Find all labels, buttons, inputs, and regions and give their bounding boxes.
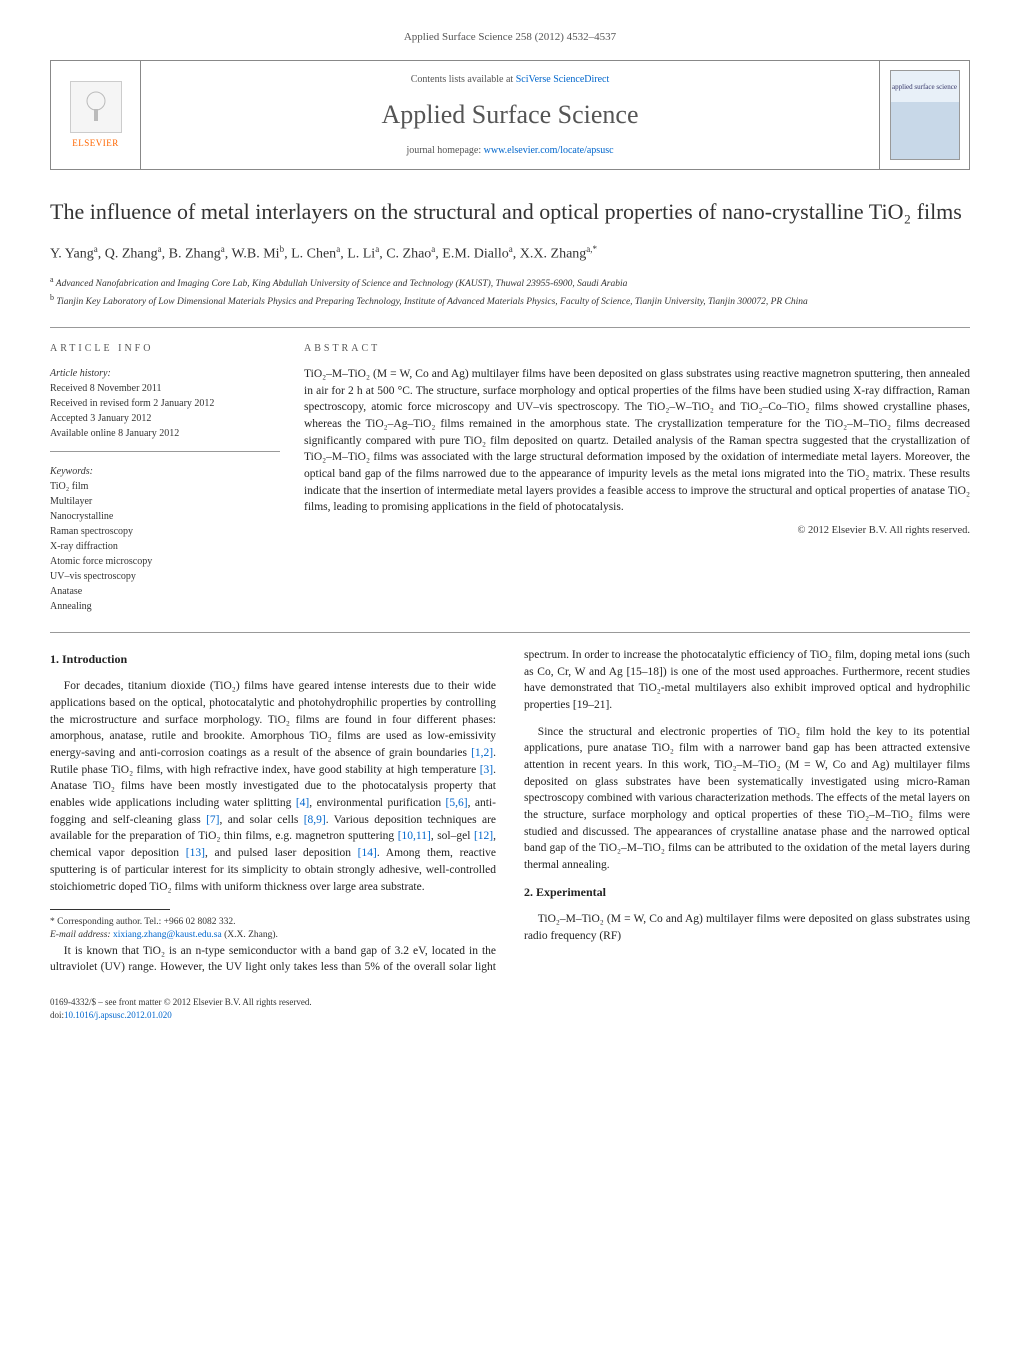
intro-paragraph: Since the structural and electronic prop… [524,724,970,874]
elsevier-tree-icon [70,81,122,133]
email-suffix: (X.X. Zhang). [224,930,278,940]
homepage-prefix: journal homepage: [406,145,483,156]
contents-available: Contents lists available at SciVerse Sci… [411,73,610,87]
history-label: Article history: [50,366,280,381]
keywords-label: Keywords: [50,464,280,479]
elsevier-label: ELSEVIER [72,137,119,150]
doi-link[interactable]: 10.1016/j.apsusc.2012.01.020 [64,1010,172,1020]
corr-author-line: * Corresponding author. Tel.: +966 02 80… [50,916,496,929]
article-info-column: ARTICLE INFO Article history: Received 8… [50,342,280,614]
keywords-block: Keywords: TiO₂ film Multilayer Nanocryst… [50,464,280,614]
info-abstract-row: ARTICLE INFO Article history: Received 8… [50,342,970,614]
contents-prefix: Contents lists available at [411,74,516,85]
affiliation-b: Tianjin Key Laboratory of Low Dimensiona… [56,297,807,307]
journal-name: Applied Surface Science [381,97,638,133]
intro-paragraph: For decades, titanium dioxide (TiO₂) fil… [50,678,496,895]
citation-link[interactable]: [1,2] [471,747,493,759]
author-list: Y. Yanga, Q. Zhanga, B. Zhanga, W.B. Mib… [50,243,970,264]
issn-line: 0169-4332/$ – see front matter © 2012 El… [50,996,970,1009]
affiliation-a: Advanced Nanofabrication and Imaging Cor… [56,279,628,289]
cover-thumbnail: applied surface science [890,70,960,160]
citation-link[interactable]: [13] [186,847,205,859]
history-item: Accepted 3 January 2012 [50,411,280,426]
keyword: UV–vis spectroscopy [50,569,280,584]
citation-link[interactable]: [7] [206,814,219,826]
citation-link[interactable]: [12] [474,830,493,842]
citation-link[interactable]: [5,6] [446,797,468,809]
divider [50,327,970,328]
keyword: Nanocrystalline [50,509,280,524]
footnote-separator [50,909,170,910]
journal-reference: Applied Surface Science 258 (2012) 4532–… [50,30,970,45]
journal-header: ELSEVIER Contents lists available at Sci… [50,60,970,170]
journal-cover: applied surface science [879,61,969,169]
citation-link[interactable]: [3] [480,764,493,776]
abstract-text: TiO₂–M–TiO₂ (M = W, Co and Ag) multilaye… [304,366,970,516]
citation-link[interactable]: [14] [358,847,377,859]
sciencedirect-link[interactable]: SciVerse ScienceDirect [516,74,610,85]
abstract-copyright: © 2012 Elsevier B.V. All rights reserved… [304,524,970,539]
homepage-link[interactable]: www.elsevier.com/locate/apsusc [484,145,614,156]
keyword: Annealing [50,599,280,614]
bottom-meta: 0169-4332/$ – see front matter © 2012 El… [50,996,970,1021]
history-item: Received 8 November 2011 [50,381,280,396]
divider [50,632,970,633]
experimental-paragraph: TiO₂–M–TiO₂ (M = W, Co and Ag) multilaye… [524,911,970,944]
keyword: TiO₂ film [50,479,280,494]
experimental-heading: 2. Experimental [524,884,970,901]
elsevier-logo: ELSEVIER [51,61,141,169]
keyword: Raman spectroscopy [50,524,280,539]
keyword: X-ray diffraction [50,539,280,554]
body-text: 1. Introduction For decades, titanium di… [50,647,970,976]
citation-link[interactable]: [8,9] [304,814,326,826]
keyword: Anatase [50,584,280,599]
abstract-label: ABSTRACT [304,342,970,356]
journal-homepage: journal homepage: www.elsevier.com/locat… [406,144,613,158]
article-info-label: ARTICLE INFO [50,342,280,356]
affiliations: a Advanced Nanofabrication and Imaging C… [50,274,970,309]
article-title: The influence of metal interlayers on th… [50,198,970,227]
email-label: E-mail address: [50,930,111,940]
header-center: Contents lists available at SciVerse Sci… [141,61,879,169]
corresponding-author-footnote: * Corresponding author. Tel.: +966 02 80… [50,916,496,943]
history-item: Available online 8 January 2012 [50,426,280,441]
introduction-heading: 1. Introduction [50,651,496,668]
abstract-column: ABSTRACT TiO₂–M–TiO₂ (M = W, Co and Ag) … [304,342,970,614]
doi-prefix: doi: [50,1010,64,1020]
keyword: Multilayer [50,494,280,509]
history-item: Received in revised form 2 January 2012 [50,396,280,411]
citation-link[interactable]: [10,11] [398,830,431,842]
corr-email-link[interactable]: xixiang.zhang@kaust.edu.sa [113,930,222,940]
article-history: Article history: Received 8 November 201… [50,366,280,452]
keyword: Atomic force microscopy [50,554,280,569]
citation-link[interactable]: [4] [296,797,309,809]
